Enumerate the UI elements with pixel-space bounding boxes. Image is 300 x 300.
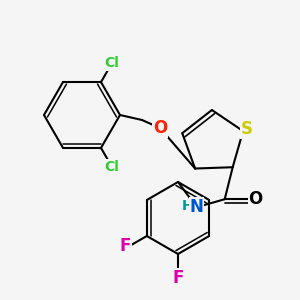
Text: N: N	[190, 198, 204, 216]
Text: O: O	[153, 119, 167, 137]
Text: Cl: Cl	[105, 160, 119, 174]
Text: F: F	[172, 269, 184, 287]
Text: O: O	[249, 190, 263, 208]
Text: H: H	[182, 199, 194, 213]
Text: F: F	[120, 237, 131, 255]
Text: S: S	[241, 120, 253, 138]
Text: Cl: Cl	[105, 56, 119, 70]
